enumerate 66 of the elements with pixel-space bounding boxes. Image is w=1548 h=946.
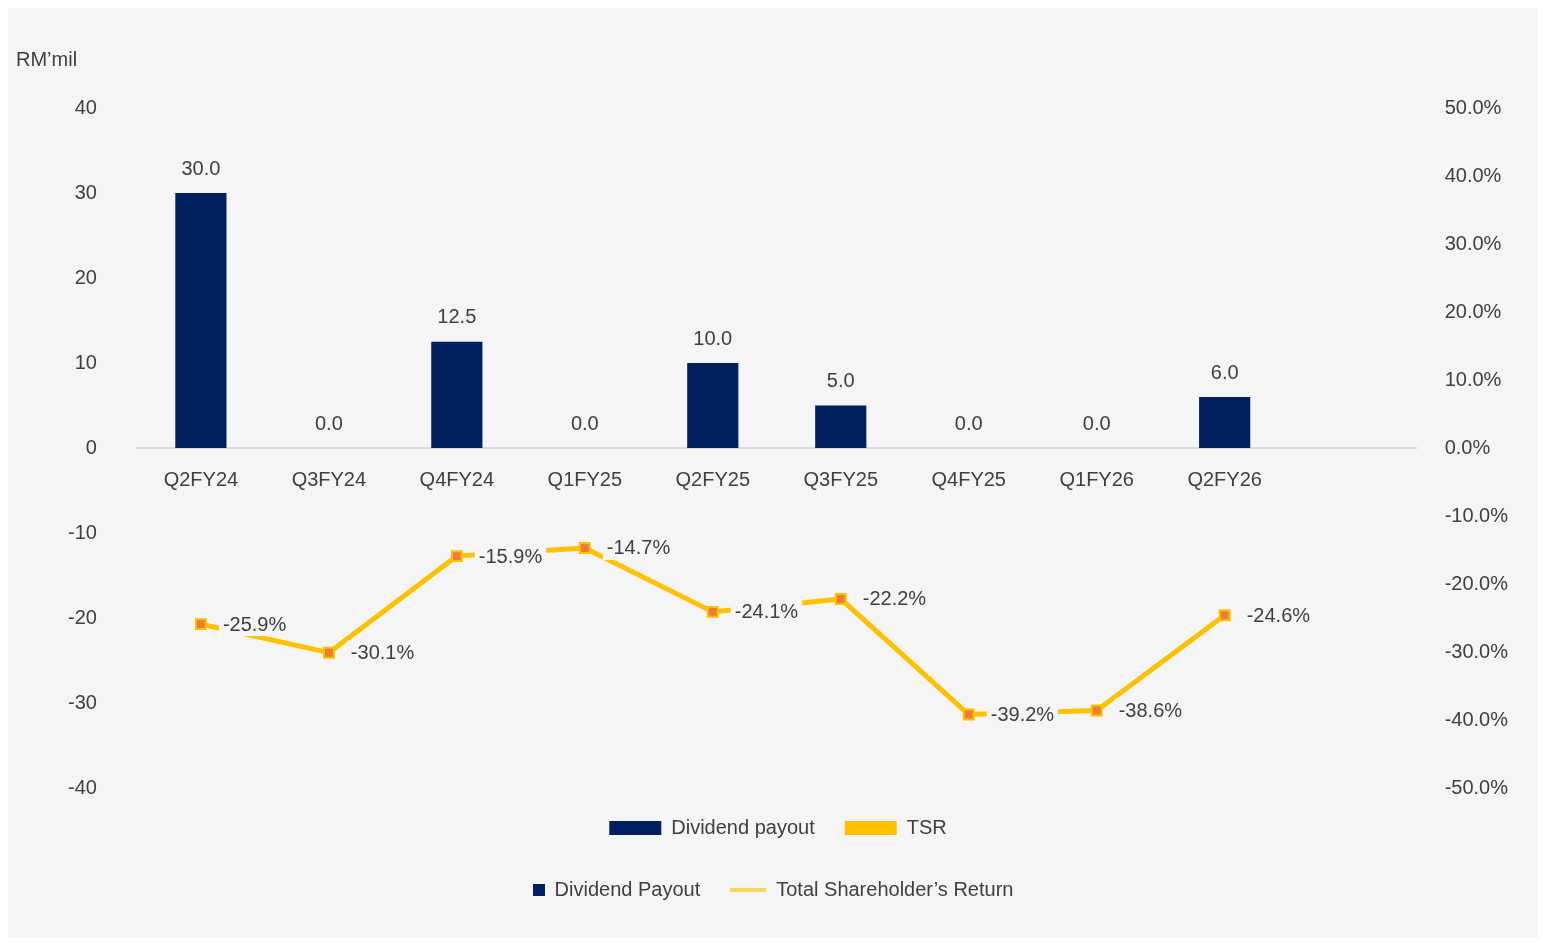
y-tick-label: 30 [74, 180, 97, 203]
y2-tick-label: 30.0% [1444, 231, 1502, 254]
data-label: -14.7% [606, 536, 671, 559]
x-tick-label: Q2FY25 [675, 467, 751, 490]
x-tick-label: Q2FY26 [1187, 467, 1262, 490]
point [962, 708, 975, 721]
y-tick-label: -20 [68, 605, 97, 628]
x-tick-label: Q2FY24 [163, 467, 239, 490]
data-label: -24.6% [1246, 603, 1311, 626]
bar [175, 193, 227, 448]
data-label: -30.1% [350, 641, 415, 664]
data-label: -39.2% [990, 703, 1055, 726]
data-label: 0.0 [570, 411, 599, 434]
bar [431, 341, 483, 448]
x-tick-label: Q4FY25 [931, 467, 1006, 490]
data-label: 0.0 [314, 411, 343, 434]
data-label: 5.0 [826, 369, 855, 392]
x-tick-label: Q3FY25 [803, 467, 878, 490]
point [322, 646, 335, 659]
y2-tick-label: 50.0% [1444, 95, 1502, 118]
y2-tick-label: -50.0% [1444, 775, 1509, 798]
x-tick-label: Q1FY25 [547, 467, 623, 490]
y-axis-title: RM’mil [16, 47, 78, 70]
y-tick-label: 20 [74, 265, 97, 288]
y2-tick-label: -20.0% [1444, 571, 1509, 594]
data-label: 0.0 [954, 411, 983, 434]
y-tick-label: -40 [68, 775, 97, 798]
data-label: 6.0 [1210, 360, 1239, 383]
y2-tick-label: 0.0% [1444, 435, 1491, 458]
x-tick-label: Q1FY26 [1059, 467, 1134, 490]
x-tick-label: Q4FY24 [419, 467, 495, 490]
y2-tick-label: 20.0% [1444, 299, 1502, 322]
x-tick-label: Q3FY24 [291, 467, 367, 490]
text: Total Shareholder’s Return [776, 878, 1014, 901]
bar [1199, 397, 1251, 448]
y2-tick-label: 40.0% [1444, 163, 1502, 186]
y-tick-label: 0 [85, 435, 97, 458]
y2-tick-label: -30.0% [1444, 639, 1509, 662]
legend-label: TSR [906, 815, 947, 838]
point [578, 542, 591, 554]
y2-tick-label: 10.0% [1444, 367, 1502, 390]
y2-tick-label: -40.0% [1444, 707, 1509, 730]
point [706, 605, 719, 618]
point [1218, 609, 1231, 622]
y-tick-label: -10 [68, 520, 97, 543]
text: Dividend Payout [554, 878, 701, 901]
bar [815, 405, 867, 448]
data-label: -22.2% [862, 587, 927, 610]
y-tick-label: -30 [68, 690, 97, 713]
bar [687, 363, 739, 448]
data-label: 0.0 [1082, 411, 1111, 434]
y-tick-label: 40 [74, 95, 97, 118]
point [194, 618, 207, 631]
data-label: 10.0 [693, 326, 733, 349]
y2-tick-label: -10.0% [1444, 503, 1509, 526]
legend-label: Dividend payout [671, 815, 816, 838]
data-label: 12.5 [437, 305, 477, 328]
data-label: -24.1% [734, 600, 799, 623]
point [1090, 704, 1103, 717]
data-label: -15.9% [478, 544, 543, 567]
point [834, 593, 847, 605]
point [450, 550, 463, 563]
y-tick-label: 10 [74, 350, 97, 373]
data-label: -25.9% [222, 612, 287, 635]
data-label: -38.6% [1118, 699, 1183, 721]
data-label: 30.0 [181, 156, 221, 179]
